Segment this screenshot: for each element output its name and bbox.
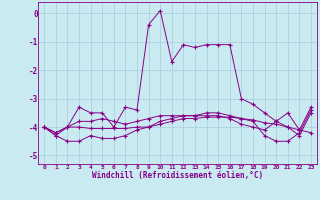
X-axis label: Windchill (Refroidissement éolien,°C): Windchill (Refroidissement éolien,°C): [92, 171, 263, 180]
